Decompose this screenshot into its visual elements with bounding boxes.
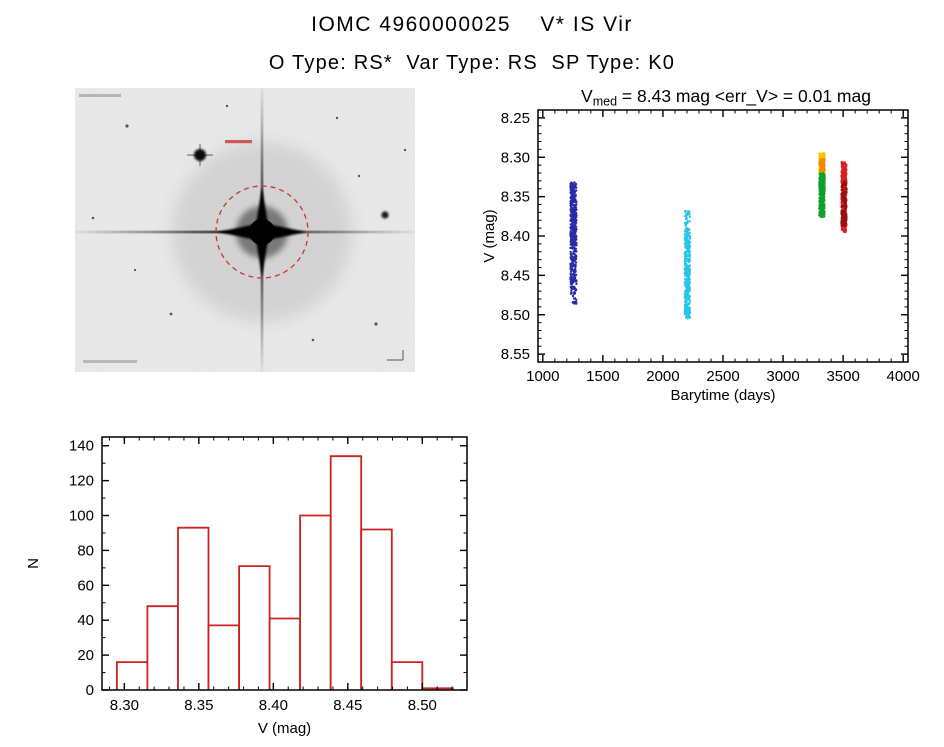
y-tick-label: 40	[77, 612, 94, 629]
central-star-core	[249, 219, 275, 245]
y-tick-label: 140	[69, 438, 94, 455]
histogram-bar	[238, 565, 271, 690]
histogram-bar	[207, 624, 240, 690]
plate-label-top	[79, 94, 121, 97]
light-curve-title: Vmed = 8.43 mag <err_V> = 0.01 mag	[581, 86, 871, 109]
x-tick-label: 3500	[826, 368, 859, 385]
histogram-bar	[390, 661, 424, 690]
object-type-line: O Type: RS* Var Type: RS SP Type: K0	[268, 52, 676, 74]
histogram-bar	[177, 526, 210, 690]
page-title: IOMC 4960000025 V* IS Vir	[311, 13, 633, 36]
y-tick-label: 100	[69, 508, 94, 525]
x-tick-label: 8.40	[259, 697, 288, 714]
y-tick-label: 8.45	[501, 267, 530, 284]
y-axis-label: N	[25, 558, 42, 569]
x-tick-label: 1500	[586, 368, 619, 385]
light-curve-chart: 1000 1500 2000 2500 3000 3500 4000 8.25 8.30 8.35…	[481, 86, 920, 404]
plot-frame	[537, 109, 909, 363]
target-circle	[215, 185, 309, 279]
companion-star	[187, 144, 213, 166]
plate-label-bottom	[83, 360, 137, 363]
histogram-chart: 8.30 8.35 8.40 8.45 8.50 0 20 40 60 80 100 120 140 V …	[25, 436, 468, 737]
x-tick-label: 4000	[887, 368, 920, 385]
histogram-bar	[329, 455, 363, 690]
y-tick-label: 8.55	[501, 346, 530, 363]
source-label	[225, 140, 252, 144]
star-field-image	[75, 88, 415, 372]
histogram-bar	[299, 514, 332, 690]
y-tick-label: 80	[77, 542, 94, 559]
histogram-bar	[268, 617, 301, 690]
scale-mark	[387, 350, 404, 361]
y-tick-label: 8.50	[501, 307, 530, 324]
x-tick-label: 3000	[766, 368, 799, 385]
histogram-bars	[116, 455, 454, 690]
x-tick-label: 8.50	[408, 697, 437, 714]
y-tick-label: 0	[86, 682, 94, 699]
histogram-bar	[116, 661, 149, 690]
histogram-bar	[360, 528, 393, 690]
x-tick-label: 2000	[646, 368, 679, 385]
plot-frame	[101, 436, 468, 691]
y-tick-label: 8.25	[501, 110, 530, 127]
x-tick-label: 2500	[706, 368, 739, 385]
y-tick-label: 20	[77, 647, 94, 664]
y-axis-label: V (mag)	[481, 209, 498, 262]
field-star	[381, 211, 389, 219]
y-tick-label: 8.30	[501, 149, 530, 166]
x-axis-label: Barytime (days)	[670, 387, 775, 404]
y-tick-label: 8.40	[501, 228, 530, 245]
x-axis-label: V (mag)	[258, 720, 311, 737]
y-tick-label: 8.35	[501, 189, 530, 206]
x-tick-label: 8.30	[110, 697, 139, 714]
x-tick-label: 8.35	[184, 697, 213, 714]
x-tick-label: 8.45	[333, 697, 362, 714]
light-curve-points	[569, 152, 848, 320]
x-tick-label: 1000	[526, 368, 559, 385]
y-tick-label: 60	[77, 577, 94, 594]
y-tick-label: 120	[69, 473, 94, 490]
histogram-bar	[146, 605, 179, 690]
faint-stars	[91, 104, 407, 342]
